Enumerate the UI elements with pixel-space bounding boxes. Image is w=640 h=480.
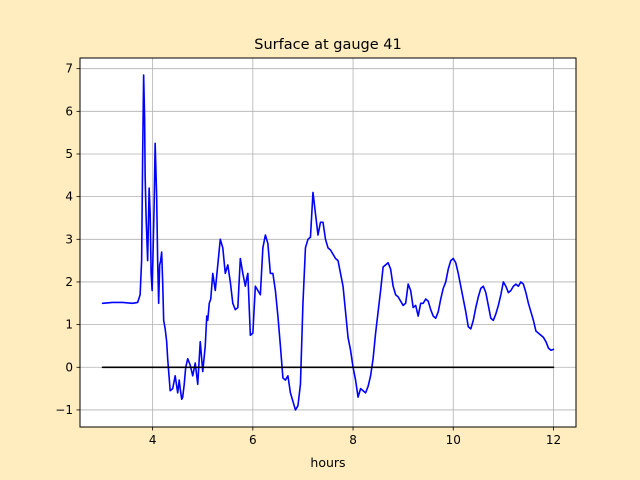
x-tick-label: 6 [249, 433, 257, 447]
x-axis-label: hours [310, 455, 345, 470]
y-tick-label: −1 [55, 403, 73, 417]
chart-title: Surface at gauge 41 [254, 37, 402, 53]
y-tick-label: 2 [65, 275, 73, 289]
x-tick-label: 4 [149, 433, 157, 447]
y-tick-label: 7 [65, 62, 73, 76]
y-tick-label: 5 [65, 147, 73, 161]
x-tick-label: 10 [446, 433, 461, 447]
plot-area [80, 58, 576, 427]
x-tick-label: 12 [546, 433, 561, 447]
y-tick-label: 4 [65, 190, 73, 204]
y-tick-label: 1 [65, 318, 73, 332]
y-tick-label: 3 [65, 232, 73, 246]
y-tick-label: 0 [65, 360, 73, 374]
x-tick-label: 8 [349, 433, 357, 447]
axes-frame [79, 57, 577, 428]
surface-series-line [101, 74, 555, 411]
data-series [101, 74, 555, 411]
y-tick-label: 6 [65, 104, 73, 118]
